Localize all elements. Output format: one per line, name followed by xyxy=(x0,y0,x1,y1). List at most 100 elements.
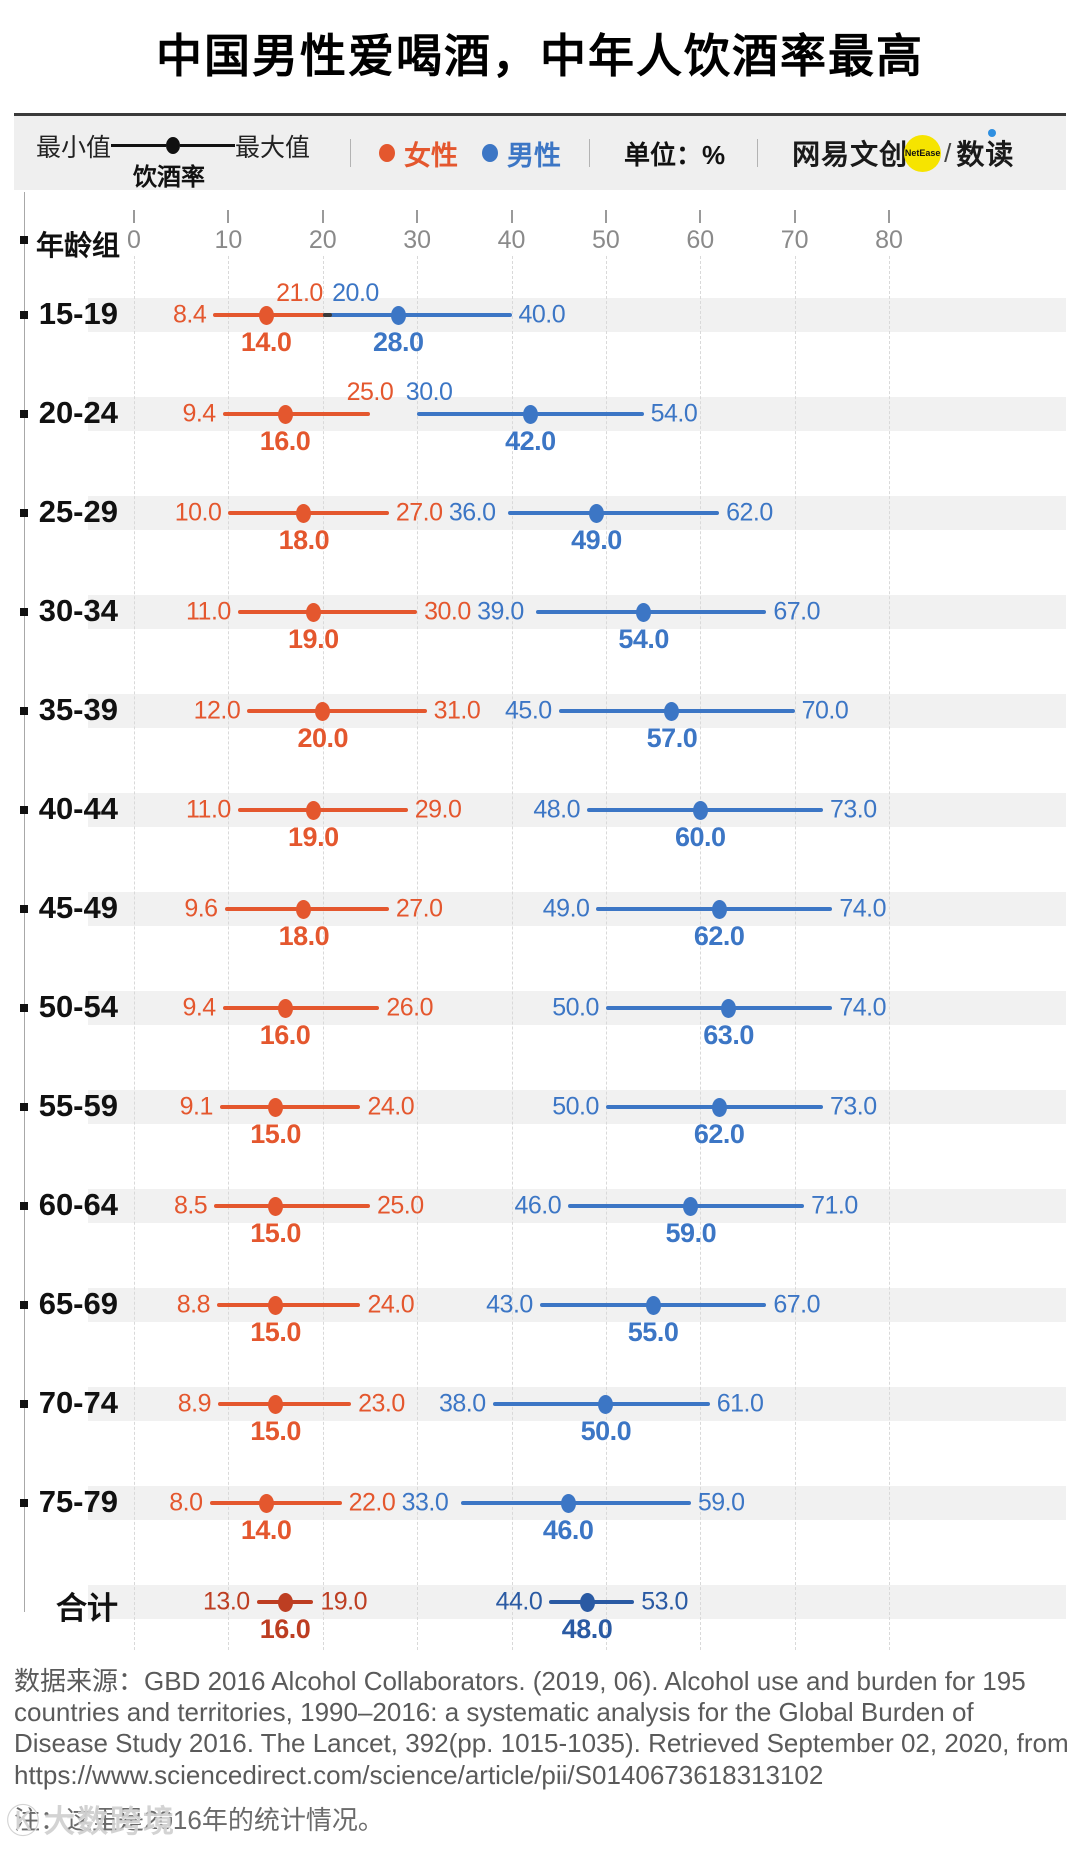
male-median-value: 63.0 xyxy=(703,1020,754,1050)
x-tick-label: 30 xyxy=(403,226,432,254)
row-label: 45-49 xyxy=(38,890,118,925)
male-min-value: 20.0 xyxy=(332,279,379,307)
male-median-dot xyxy=(711,1097,727,1117)
female-min-value: 9.4 xyxy=(182,399,216,428)
female-max-value: 19.0 xyxy=(320,1587,367,1616)
median-dot-icon xyxy=(166,137,181,154)
netease-badge-text: NetEase xyxy=(904,148,941,158)
axis-square-tick xyxy=(20,608,28,616)
overlap-segment xyxy=(322,313,333,317)
male-median-dot xyxy=(588,503,604,523)
female-range-line xyxy=(222,412,370,416)
male-dot-icon xyxy=(482,144,498,162)
female-median-value: 19.0 xyxy=(288,822,339,852)
x-tick-label: 80 xyxy=(875,226,903,254)
axis-square-tick xyxy=(20,236,28,244)
row-label: 60-64 xyxy=(38,1187,118,1222)
row-label: 15-19 xyxy=(38,296,118,331)
brand-logo: 网易文创 NetEase / 数读 xyxy=(792,129,1014,173)
accent-dot-icon xyxy=(988,129,997,137)
male-min-value: 50.0 xyxy=(552,993,599,1022)
female-median-dot xyxy=(268,1295,284,1315)
brand-product: 数读 xyxy=(956,129,1014,173)
legend-female: 女性 xyxy=(379,134,458,173)
metric-label: 饮酒率 xyxy=(133,163,205,191)
axis-square-tick xyxy=(20,1499,28,1507)
female-median-dot xyxy=(305,800,321,820)
axis-square-tick xyxy=(20,311,28,319)
male-min-value: 49.0 xyxy=(542,894,590,923)
female-min-value: 8.0 xyxy=(169,1488,203,1517)
male-median-value: 55.0 xyxy=(627,1317,679,1347)
male-median-dot xyxy=(721,998,737,1018)
row-label: 40-44 xyxy=(38,791,118,826)
male-min-value: 36.0 xyxy=(448,498,496,527)
male-median-dot xyxy=(522,404,538,424)
female-median-dot xyxy=(296,503,312,523)
netease-badge-icon: NetEase xyxy=(904,134,942,172)
x-tick-label: 70 xyxy=(780,226,809,254)
y-axis-line xyxy=(24,192,25,1612)
x-tick-mark xyxy=(416,210,419,223)
male-median-dot xyxy=(579,1592,595,1612)
female-median-value: 15.0 xyxy=(250,1416,301,1446)
male-max-value: 73.0 xyxy=(829,1092,877,1121)
female-range-line xyxy=(217,1303,361,1307)
brand-name: 网易文创 xyxy=(792,139,909,170)
female-min-value: 8.5 xyxy=(173,1191,208,1220)
gridline xyxy=(511,256,513,1650)
male-min-value: 48.0 xyxy=(533,795,580,824)
male-range-line xyxy=(460,1501,691,1505)
x-tick-mark xyxy=(699,210,702,223)
watermark-icon: Ⓚ xyxy=(6,1803,40,1841)
male-range-line xyxy=(507,511,720,515)
male-label: 男性 xyxy=(507,140,561,171)
male-min-value: 30.0 xyxy=(405,378,453,406)
female-max-value: 29.0 xyxy=(414,795,462,824)
min-label: 最小值 xyxy=(36,133,112,162)
male-max-value: 54.0 xyxy=(650,399,698,428)
female-dot-icon xyxy=(379,144,395,162)
male-min-value: 43.0 xyxy=(486,1290,533,1319)
female-max-value: 23.0 xyxy=(358,1389,405,1418)
row-label: 30-34 xyxy=(38,593,118,628)
watermark: Ⓚ 大数跨境 xyxy=(6,1794,176,1843)
male-max-value: 40.0 xyxy=(518,300,566,329)
male-median-dot xyxy=(645,1295,661,1315)
male-max-value: 62.0 xyxy=(726,498,773,527)
male-range-line xyxy=(605,1006,833,1010)
minmax-widget: 最小值 最大值 xyxy=(36,131,310,162)
female-range-line xyxy=(219,1105,361,1109)
brand-separator: / xyxy=(944,137,952,168)
row-label: 70-74 xyxy=(38,1385,118,1420)
gridline xyxy=(134,256,135,1650)
female-median-value: 16.0 xyxy=(259,426,311,456)
female-median-value: 14.0 xyxy=(240,327,292,357)
female-median-value: 20.0 xyxy=(297,723,349,753)
source-text: 数据来源：GBD 2016 Alcohol Collaborators. (20… xyxy=(14,1666,1069,1790)
female-max-value: 22.0 xyxy=(348,1488,396,1517)
gridline xyxy=(889,256,890,1650)
axis-square-tick xyxy=(20,509,28,517)
female-median-dot xyxy=(277,1592,293,1612)
row-label: 合计 xyxy=(56,1591,118,1626)
female-median-dot xyxy=(268,1394,284,1414)
female-median-value: 18.0 xyxy=(278,921,330,951)
female-range-line xyxy=(247,709,427,713)
x-tick-label: 60 xyxy=(686,226,715,254)
x-tick-label: 0 xyxy=(127,226,141,254)
gridline xyxy=(417,256,419,1650)
female-min-value: 8.8 xyxy=(176,1290,211,1319)
female-min-value: 8.4 xyxy=(173,300,207,329)
female-min-value: 11.0 xyxy=(186,597,231,626)
male-median-dot xyxy=(683,1196,699,1216)
row-label: 55-59 xyxy=(38,1088,118,1123)
gridline xyxy=(228,256,230,1650)
x-tick-mark xyxy=(227,210,230,223)
y-axis-title: 年龄组 xyxy=(36,230,121,261)
male-median-value: 62.0 xyxy=(693,1119,745,1149)
minmax-legend: 最小值 最大值 饮酒率 xyxy=(36,115,328,192)
male-max-value: 59.0 xyxy=(697,1488,745,1517)
female-min-value: 8.9 xyxy=(177,1389,212,1418)
